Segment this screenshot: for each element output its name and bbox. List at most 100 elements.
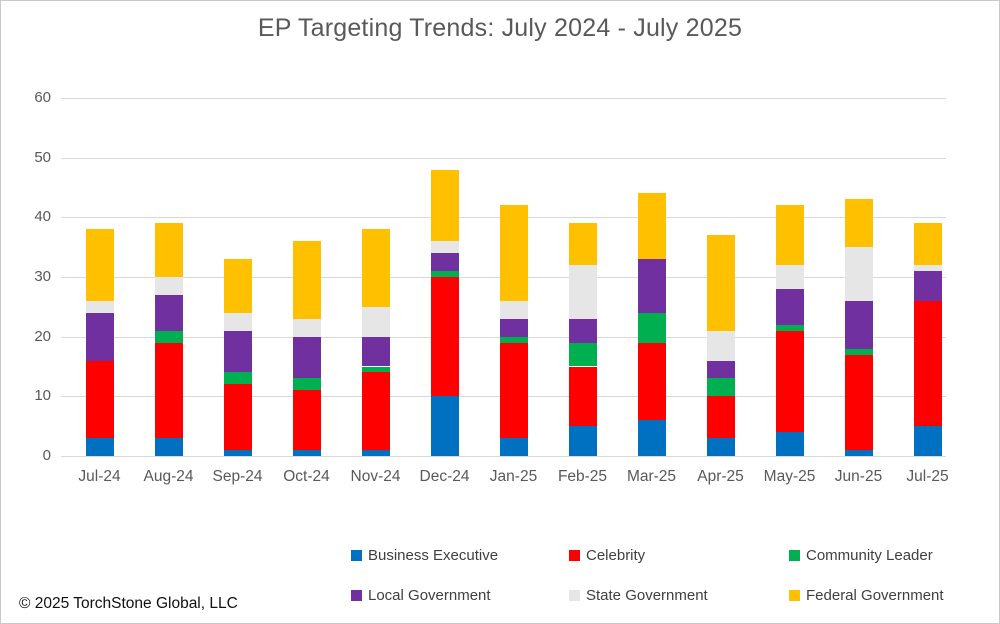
bar-segment-federal-government [844,199,873,248]
legend-item-state-government: State Government [569,586,708,604]
x-axis-label-jul-25: Jul-25 [906,468,949,485]
y-axis-tick-label: 50 [34,148,51,166]
x-axis-label-sep-24: Sep-24 [212,468,263,485]
bar-segment-business-executive [637,420,666,456]
bar-segment-local-government [154,294,183,331]
bar-segment-business-executive [568,426,597,456]
bar-segment-state-government [844,247,873,301]
bar-segment-celebrity [913,300,942,427]
bar-segment-community-leader [154,330,183,343]
bar-segment-state-government [292,318,321,337]
bar-segment-local-government [85,312,114,361]
legend-item-local-government: Local Government [351,586,491,604]
legend-swatch-federal-government [789,589,800,601]
x-axis-label-jun-25: Jun-25 [834,468,883,485]
bar-segment-federal-government [154,223,183,277]
x-axis-label-oct-24: Oct-24 [283,468,330,485]
bar-segment-business-executive [361,450,390,456]
copyright-text: © 2025 TorchStone Global, LLC [19,595,238,612]
legend-swatch-state-government [569,589,580,601]
bar-segment-community-leader [430,271,459,277]
bar-segment-state-government [499,300,528,319]
bar-segment-celebrity [154,342,183,439]
bar-segment-business-executive [292,450,321,456]
x-axis-label-feb-25: Feb-25 [557,468,608,485]
legend-swatch-celebrity [569,549,580,561]
bar-segment-federal-government [913,223,942,266]
legend-swatch-community-leader [789,549,800,561]
x-axis-label-may-25: May-25 [763,468,816,485]
bar-segment-state-government [223,312,252,331]
legend-label: State Government [586,586,708,604]
gridline-y-50 [61,157,946,159]
bar-segment-state-government [568,265,597,319]
bar-segment-local-government [844,300,873,349]
bar-segment-business-executive [775,432,804,456]
bar-segment-local-government [292,336,321,379]
bar-segment-business-executive [154,438,183,456]
x-axis-label-jul-24: Jul-24 [78,468,121,485]
bar-segment-federal-government [85,229,114,301]
x-axis-label-jan-25: Jan-25 [489,468,538,485]
bar-segment-celebrity [361,372,390,451]
bar-segment-community-leader [637,312,666,343]
legend-label: Celebrity [586,546,646,564]
legend-item-community-leader: Community Leader [789,546,933,564]
legend-item-celebrity: Celebrity [569,546,645,564]
bar-segment-federal-government [706,235,735,331]
bar-segment-business-executive [223,450,252,456]
bar-segment-local-government [361,336,390,367]
legend-label: Federal Government [806,586,944,604]
x-axis-label-mar-25: Mar-25 [626,468,677,485]
bar-segment-local-government [568,318,597,343]
bar-segment-local-government [499,318,528,337]
bar-segment-local-government [637,259,666,313]
bar-segment-celebrity [499,342,528,439]
x-axis-label-aug-24: Aug-24 [143,468,194,485]
bar-segment-federal-government [775,205,804,266]
y-axis-tick-label: 30 [34,268,51,285]
legend-label: Local Government [368,586,491,604]
bar-segment-local-government [913,271,942,301]
bar-segment-state-government [706,330,735,361]
y-axis-tick-label: 0 [42,447,51,464]
bar-segment-community-leader [706,378,735,397]
bar-segment-business-executive [913,426,942,456]
bar-segment-community-leader [844,348,873,355]
legend-item-federal-government: Federal Government [789,586,944,604]
chart-title: EP Targeting Trends: July 2024 - July 20… [257,14,743,42]
bar-segment-business-executive [499,438,528,456]
bar-segment-celebrity [706,396,735,439]
bar-segment-federal-government [637,193,666,260]
x-axis-label-apr-25: Apr-25 [697,468,744,485]
bar-segment-federal-government [568,223,597,266]
bar-segment-state-government [154,277,183,295]
bar-segment-community-leader [361,366,390,373]
y-axis-tick-label: 20 [34,327,51,345]
legend-swatch-local-government [351,589,362,601]
bar-segment-celebrity [292,390,321,451]
bar-segment-celebrity [844,354,873,451]
bar-segment-celebrity [568,366,597,427]
bar-segment-federal-government [223,259,252,313]
legend-item-business-executive: Business Executive [351,546,498,564]
y-axis-tick-label: 60 [34,89,51,106]
bar-segment-business-executive [430,396,459,456]
bar-segment-community-leader [499,336,528,343]
bar-segment-celebrity [430,277,459,397]
legend-label: Business Executive [368,546,499,564]
bar-segment-celebrity [85,360,114,439]
bar-segment-celebrity [775,330,804,433]
x-axis-label-nov-24: Nov-24 [350,468,401,485]
bar-segment-federal-government [430,169,459,242]
bar-segment-federal-government [292,241,321,319]
bar-segment-community-leader [568,342,597,367]
bar-segment-state-government [361,306,390,337]
bar-segment-local-government [430,253,459,272]
bar-segment-local-government [775,288,804,325]
legend-swatch-business-executive [351,549,362,561]
bar-segment-community-leader [292,378,321,391]
bar-segment-community-leader [775,324,804,331]
bar-segment-celebrity [637,342,666,421]
